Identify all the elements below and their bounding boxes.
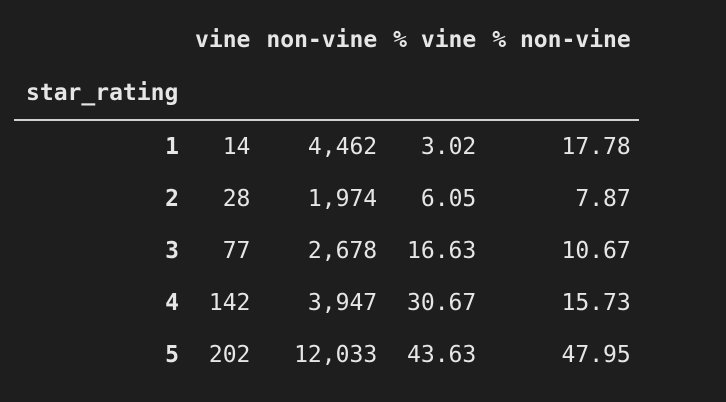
- index-name: star_rating: [14, 66, 187, 121]
- cell-pct-non-vine: 10.67: [561, 238, 631, 264]
- cell-pct-vine: 16.63: [407, 238, 477, 264]
- cell-pct-vine: 6.05: [420, 186, 477, 212]
- header-blank: [14, 14, 187, 66]
- cell-vine: 14: [222, 134, 251, 160]
- cell-vine: 28: [222, 186, 251, 212]
- index-header-row: star_rating: [14, 66, 639, 121]
- cell-pct-non-vine: 47.95: [561, 342, 631, 368]
- dataframe-table: vine non-vine % vine % non-vine star_rat…: [14, 14, 639, 381]
- cell-vine: 202: [208, 342, 251, 368]
- table-row: 4 142 3,947 30.67 15.73: [14, 277, 639, 329]
- index-header-blank: [258, 66, 386, 121]
- cell-non-vine: 2,678: [307, 238, 378, 264]
- cell-pct-vine: 3.02: [420, 134, 477, 160]
- column-header-vine: vine: [195, 27, 251, 53]
- table-row: 3 77 2,678 16.63 10.67: [14, 225, 639, 277]
- index-header-blank: [187, 66, 259, 121]
- row-index: 3: [165, 238, 179, 264]
- row-index: 1: [165, 134, 179, 160]
- row-index: 4: [165, 290, 179, 316]
- row-index: 2: [165, 186, 179, 212]
- row-index: 5: [165, 342, 179, 368]
- column-header-non-vine: non-vine: [266, 27, 378, 53]
- cell-vine: 142: [208, 290, 251, 316]
- table-row: 2 28 1,974 6.05 7.87: [14, 173, 639, 225]
- index-header-blank: [484, 66, 639, 121]
- cell-pct-non-vine: 7.87: [575, 186, 631, 212]
- index-header-blank: [385, 66, 485, 121]
- cell-non-vine: 4,462: [307, 134, 378, 160]
- table-row: 5 202 12,033 43.63 47.95: [14, 329, 639, 381]
- cell-pct-non-vine: 17.78: [561, 134, 631, 160]
- cell-non-vine: 12,033: [294, 342, 378, 368]
- column-header-row: vine non-vine % vine % non-vine: [14, 14, 639, 66]
- cell-pct-vine: 43.63: [407, 342, 477, 368]
- table-row: 1 14 4,462 3.02 17.78: [14, 120, 639, 173]
- cell-non-vine: 1,974: [307, 186, 378, 212]
- cell-vine: 77: [222, 238, 251, 264]
- cell-non-vine: 3,947: [307, 290, 378, 316]
- cell-pct-vine: 30.67: [407, 290, 477, 316]
- cell-pct-non-vine: 15.73: [561, 290, 631, 316]
- column-header-pct-vine: % vine: [393, 27, 477, 53]
- column-header-pct-non-vine: % non-vine: [492, 27, 631, 53]
